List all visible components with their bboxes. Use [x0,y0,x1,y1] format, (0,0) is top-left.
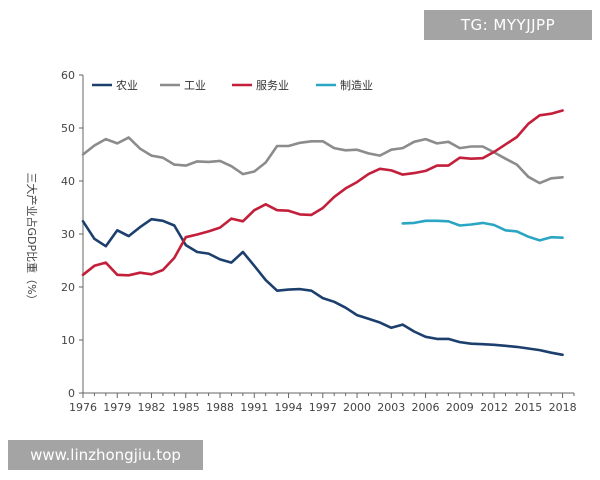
watermark-bottom-left: www.linzhongjiu.top [8,440,203,470]
x-tick-label: 2009 [446,401,474,414]
y-axis-title: 三大产业占GDP比重（%） [25,172,39,305]
series-line-0 [81,217,564,357]
x-tick-label: 2003 [377,401,405,414]
x-tick-label: 1985 [172,401,200,414]
x-tick-label: 2012 [480,401,508,414]
x-tick-label: 1979 [103,401,131,414]
x-tick-label: 1982 [138,401,166,414]
y-tick-label: 20 [61,281,75,294]
series-line-3 [401,219,564,242]
series-line-1 [81,136,564,185]
y-tick-label: 0 [68,387,75,400]
y-tick-label: 10 [61,334,75,347]
y-tick-label: 30 [61,228,75,241]
x-tick-label: 2015 [514,401,542,414]
x-tick-label: 2000 [343,401,371,414]
y-axis-label: 三大产业占GDP比重（%） [25,172,39,305]
legend-label-0: 农业 [116,78,138,92]
series-layer [81,109,564,357]
watermark-top-right: TG: MYYJJPP [424,10,592,40]
x-tick-label: 2018 [549,401,577,414]
x-tick-label: 1994 [275,401,303,414]
legend-label-2: 服务业 [256,79,289,92]
x-tick-label: 1991 [240,401,268,414]
axes: 0 10 20 30 40 50 60 1976 1979 1982 1985 1988 1991 199… [61,69,577,414]
y-tick-label: 50 [61,122,75,135]
legend: 农业 工业 服务业 制造业 [92,78,373,92]
series-line-2 [81,109,564,277]
y-tick-label: 60 [61,69,75,82]
x-tick-label: 1997 [309,401,337,414]
x-tick-label: 2006 [412,401,440,414]
x-tick-label: 1988 [206,401,234,414]
legend-label-1: 工业 [184,79,206,92]
y-tick-label: 40 [61,175,75,188]
legend-label-3: 制造业 [340,78,373,92]
x-tick-label: 1976 [69,401,97,414]
